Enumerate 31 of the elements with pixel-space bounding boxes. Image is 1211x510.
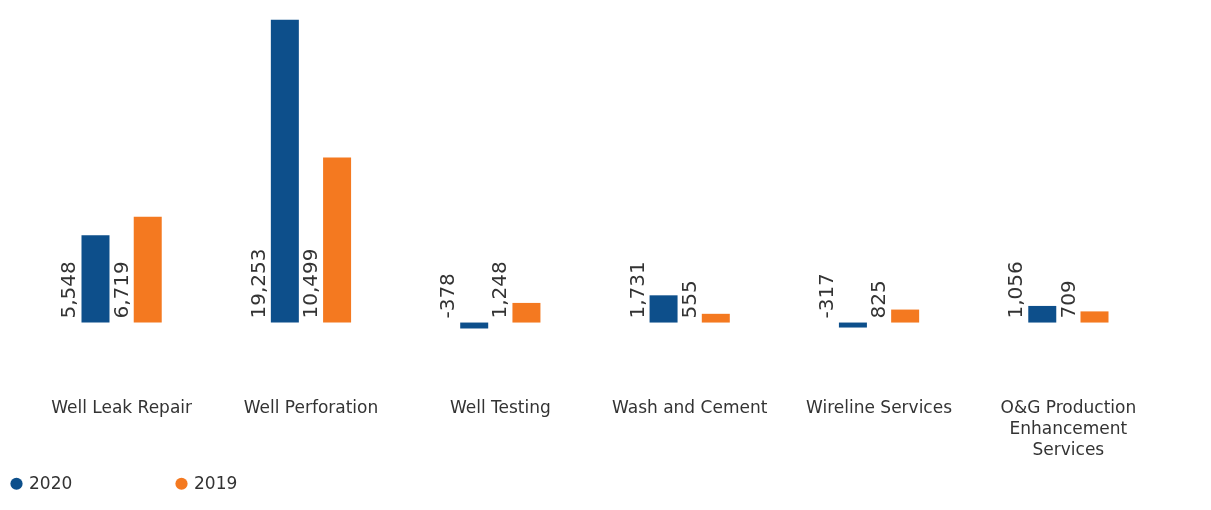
data-label: 709 [1055,280,1080,319]
bar [133,216,162,323]
data-label: 19,253 [245,248,270,319]
data-label: -378 [435,273,460,319]
bar [649,295,678,323]
x-tick-label: Well Testing [449,396,551,417]
x-tick-label: Well Perforation [243,396,379,417]
data-label: 1,056 [1003,261,1028,319]
x-tick-label: Well Leak Repair [51,396,193,417]
data-label: 6,719 [108,261,133,319]
x-tick-label: O&G Production Enhancement Services [1000,396,1137,459]
legend-label: 2020 [29,472,73,493]
data-label: 825 [866,280,891,319]
legend-label: 2019 [194,472,238,493]
data-label: 1,248 [487,261,512,319]
x-tick-label: Wireline Services [806,396,953,417]
bar [323,157,352,323]
bar [270,19,299,323]
bar [838,322,867,328]
data-label: 555 [676,280,701,319]
bar [512,302,541,323]
data-label: 5,548 [56,261,81,319]
x-tick-label: Wash and Cement [612,396,768,417]
data-label: -317 [813,273,838,319]
bar [1028,305,1057,323]
bar [81,235,110,323]
bar [1080,311,1109,323]
bar [891,309,920,323]
data-label: 10,499 [298,248,323,319]
data-label: 1,731 [624,261,649,319]
bar [701,313,730,323]
